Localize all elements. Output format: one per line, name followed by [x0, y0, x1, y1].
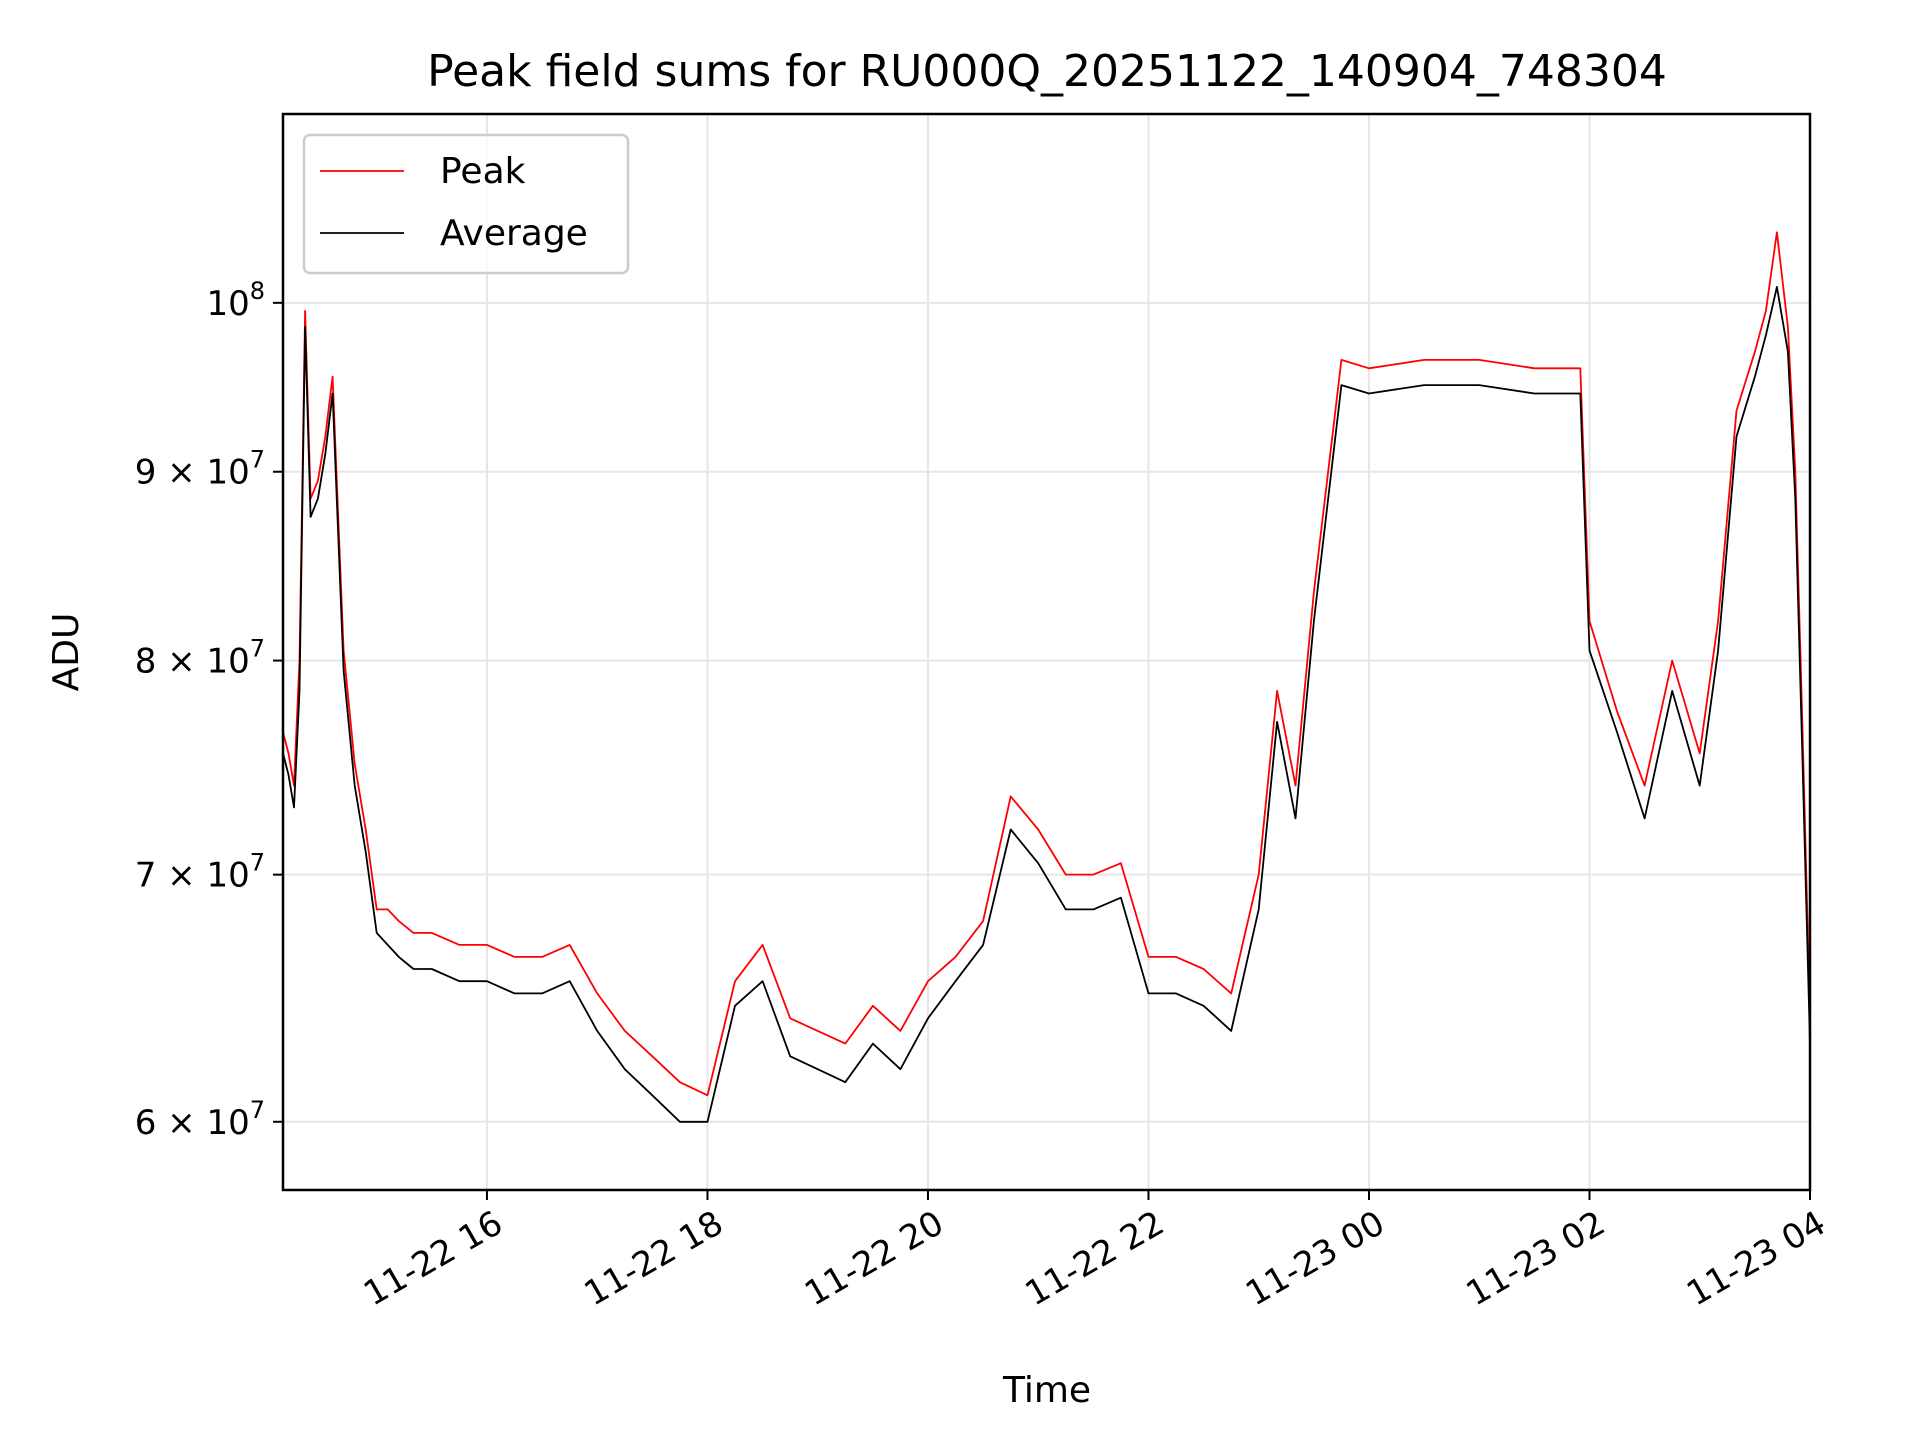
y-axis: 6 × 107 7 × 107 8 × 107 9 × 107 108 [135, 277, 283, 1143]
series-line-peak [282, 231, 1811, 1097]
y-tick-label: 6 × 107 [135, 1096, 265, 1143]
series-layer [282, 231, 1811, 1123]
y-tick-label: 8 × 107 [135, 635, 265, 682]
plot-frame [281, 112, 1812, 1192]
chart-title: Peak field sums for RU000Q_20251122_1409… [427, 46, 1667, 97]
y-tick-label: 108 [206, 277, 265, 324]
series-line-average [282, 286, 1811, 1123]
x-axis-label: Time [1002, 1370, 1091, 1411]
legend-label-peak: Peak [440, 151, 526, 192]
y-tick-label: 7 × 107 [135, 849, 265, 896]
legend: Peak Average [302, 133, 630, 275]
y-axis-label: ADU [46, 613, 87, 692]
legend-label-average: Average [440, 213, 588, 254]
y-tick-label: 9 × 107 [135, 446, 265, 493]
legend-box [302, 133, 630, 275]
